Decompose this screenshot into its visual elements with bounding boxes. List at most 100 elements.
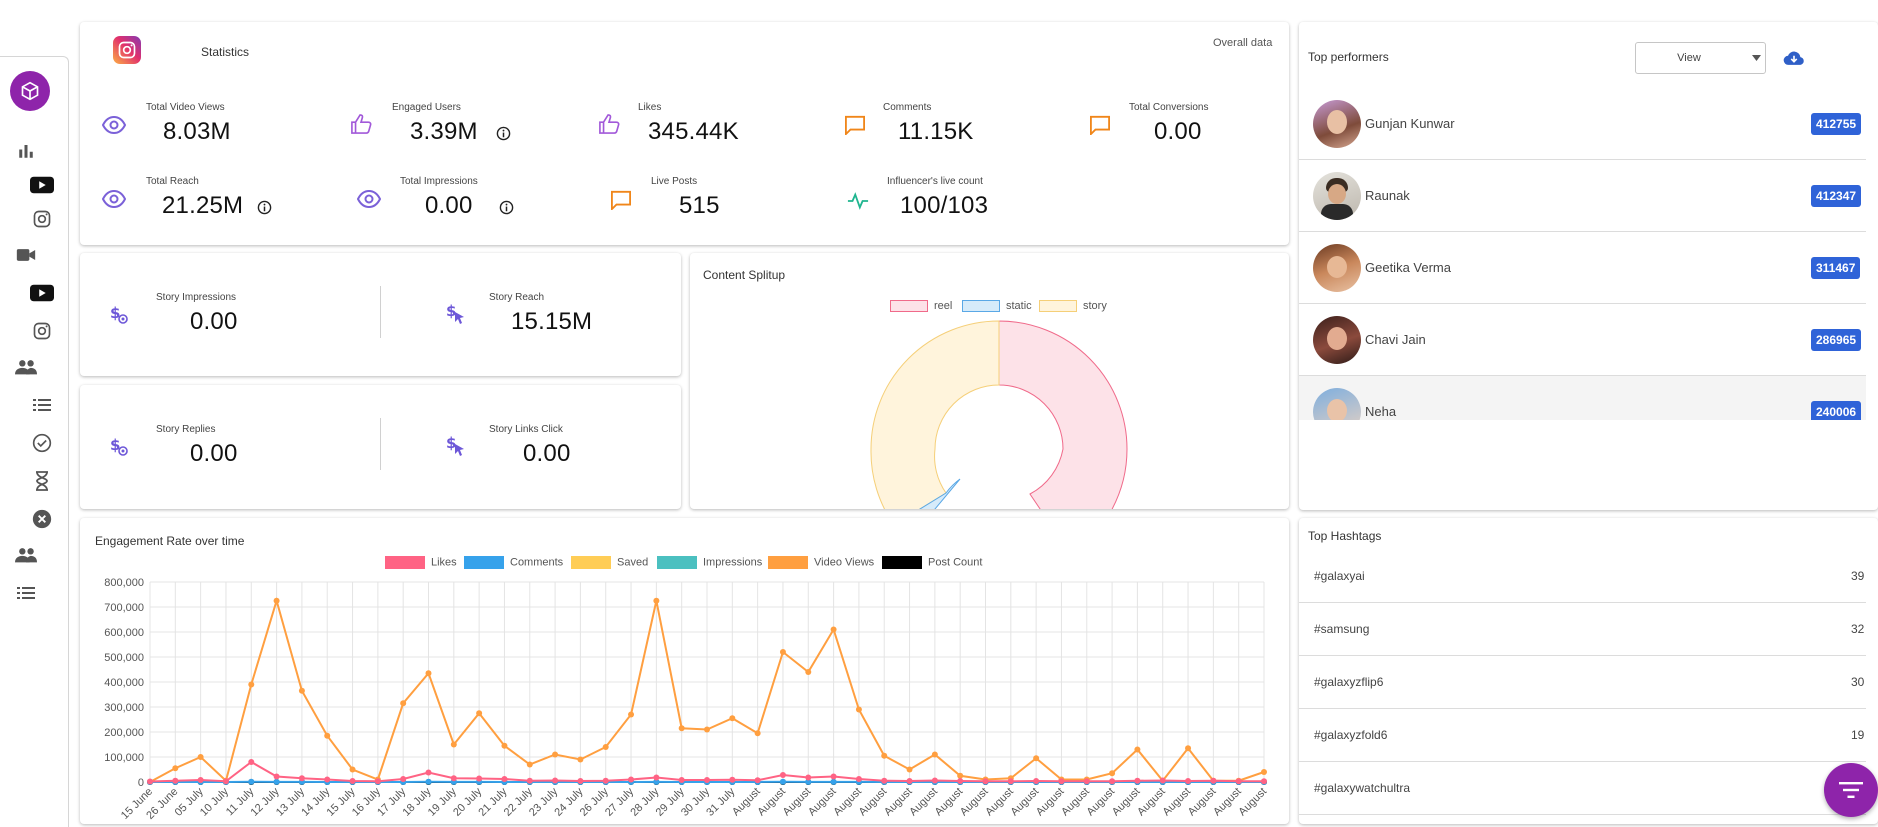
data-point-comments — [779, 778, 786, 785]
view-select[interactable]: View — [1635, 42, 1766, 74]
data-point-video-views — [704, 726, 710, 733]
performer-name: Neha — [1365, 404, 1397, 419]
svg-text:$: $ — [446, 302, 456, 320]
legend-saved[interactable]: Saved — [571, 556, 648, 569]
data-point-likes — [805, 774, 812, 781]
statistics-card: Statistics Overall data Total Video View… — [80, 22, 1289, 245]
hashtag-name: #galaxyai — [1314, 569, 1365, 583]
data-point-comments — [830, 778, 837, 785]
performer-row[interactable]: Raunak 412347 — [1299, 160, 1866, 232]
data-point-likes — [1058, 778, 1065, 785]
hashtag-count: 32 — [1851, 622, 1865, 636]
story-divider-2 — [380, 418, 381, 470]
svg-text:$: $ — [110, 436, 120, 454]
static-slice[interactable] — [894, 478, 961, 509]
hourglass-icon[interactable] — [30, 469, 54, 493]
legend-impressions[interactable]: Impressions — [657, 556, 762, 569]
data-point-likes — [222, 778, 229, 785]
bar-chart-icon[interactable] — [14, 139, 38, 163]
people-icon[interactable] — [14, 355, 38, 379]
data-point-video-views — [526, 761, 533, 768]
hashtag-row[interactable]: #samsung 32 — [1299, 603, 1866, 656]
legend-static[interactable]: static — [962, 300, 1032, 313]
data-point-likes — [172, 777, 179, 784]
comments-legend-label: Comments — [510, 556, 564, 569]
total-conversions-value: 0.00 — [1154, 118, 1202, 145]
view-select-value: View — [1677, 52, 1701, 64]
performer-score-badge: 286965 — [1811, 329, 1862, 351]
story-reach-value: 15.15M — [511, 308, 593, 335]
cancel-circle-icon[interactable] — [30, 507, 54, 531]
data-point-likes — [653, 774, 660, 781]
cloud-download-icon[interactable] — [1783, 50, 1805, 71]
hashtag-name: #galaxywatchultra — [1314, 781, 1411, 795]
data-point-likes — [273, 773, 280, 780]
reel-slice[interactable] — [998, 320, 1128, 509]
info-icon[interactable] — [496, 126, 511, 146]
reel-legend-label: reel — [934, 300, 953, 312]
data-point-comments — [425, 778, 432, 785]
people-icon-2[interactable] — [14, 543, 38, 567]
x-tick-label: August — [1236, 786, 1269, 819]
performer-row[interactable]: Geetika Verma 311467 — [1299, 232, 1866, 304]
story-replies-value: 0.00 — [190, 440, 238, 467]
list-icon-2[interactable] — [14, 581, 38, 605]
performer-row[interactable]: Neha 240006 — [1299, 376, 1866, 420]
instagram-icon[interactable] — [30, 207, 54, 231]
filter-fab[interactable] — [1824, 763, 1878, 817]
info-icon-3[interactable] — [499, 200, 514, 220]
x-tick-label: 10 July — [198, 785, 231, 818]
hashtag-row[interactable]: #galaxyzfold6 19 — [1299, 709, 1866, 762]
brand-logo[interactable] — [10, 71, 50, 111]
total-reach-label: Total Reach — [146, 176, 199, 187]
hashtag-row[interactable]: #galaxyzflip6 30 — [1299, 656, 1866, 709]
performer-row[interactable]: Chavi Jain 286965 — [1299, 304, 1866, 376]
youtube-icon-2[interactable] — [30, 281, 54, 305]
comments-swatch — [464, 556, 504, 569]
sidebar — [0, 56, 69, 827]
legend-comments[interactable]: Comments — [464, 556, 563, 569]
data-point-likes — [1109, 778, 1116, 785]
instagram-icon-2[interactable] — [30, 319, 54, 343]
data-point-video-views — [298, 687, 305, 694]
post-count-swatch — [882, 556, 922, 569]
legend-reel[interactable]: reel — [890, 300, 953, 313]
data-point-likes — [678, 777, 685, 783]
data-point-video-views — [552, 751, 559, 758]
y-tick-label: 700,000 — [104, 602, 144, 614]
data-point-likes — [425, 769, 432, 776]
video-camera-icon[interactable] — [14, 243, 38, 267]
story-impressions-value: 0.00 — [190, 308, 238, 335]
legend-story[interactable]: story — [1039, 300, 1107, 313]
top-performers-card: Top performers View Gunjan Kunwar 412755… — [1299, 22, 1878, 510]
live-posts-label: Live Posts — [651, 176, 698, 187]
legend-likes[interactable]: Likes — [385, 556, 457, 569]
legend-post-count[interactable]: Post Count — [882, 556, 982, 569]
performer-row[interactable]: Gunjan Kunwar 412755 — [1299, 88, 1866, 160]
performer-name: Chavi Jain — [1365, 332, 1426, 347]
overall-data-link[interactable]: Overall data — [1213, 37, 1273, 49]
hashtag-row[interactable]: #galaxyai 39 — [1299, 550, 1866, 603]
content-splitup-title: Content Splitup — [703, 268, 786, 282]
hashtag-count: 39 — [1851, 569, 1865, 583]
youtube-icon[interactable] — [30, 173, 54, 197]
donut-chart — [870, 320, 1128, 509]
info-icon-2[interactable] — [257, 200, 272, 220]
instagram-logo-icon — [113, 36, 141, 64]
data-point-comments — [653, 778, 660, 785]
data-point-likes — [754, 777, 761, 784]
check-circle-icon[interactable] — [30, 431, 54, 455]
story-links-click-label: Story Links Click — [489, 424, 563, 435]
data-point-likes — [526, 777, 533, 784]
comment-icon — [844, 115, 866, 140]
list-icon[interactable] — [30, 393, 54, 417]
data-point-likes — [602, 777, 609, 784]
engagement-line-chart: 0 100,000 200,000 300,000 400,000 500,000 600,… — [104, 577, 1269, 822]
likes-label: Likes — [638, 102, 662, 113]
total-conversions-label: Total Conversions — [1129, 102, 1209, 113]
data-point-likes — [501, 776, 508, 782]
legend-video-views[interactable]: Video Views — [768, 556, 874, 569]
story-slice[interactable] — [870, 320, 1000, 509]
hashtag-row[interactable]: #galaxywatchultra 15 — [1299, 762, 1866, 815]
data-point-video-views — [779, 649, 786, 655]
